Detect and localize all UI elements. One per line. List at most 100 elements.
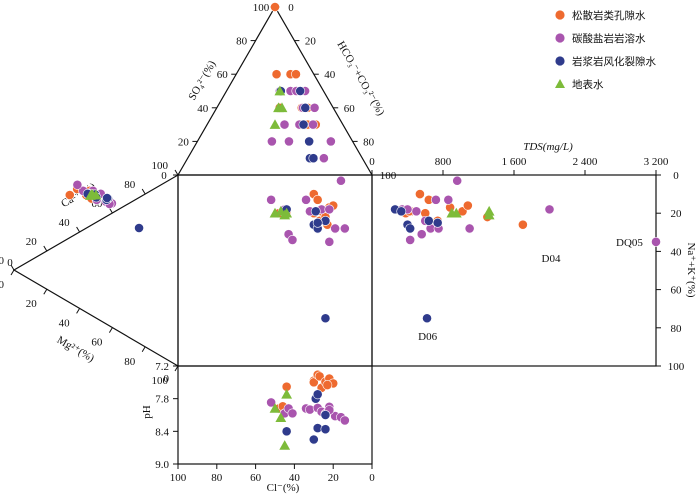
mg-tick-mark bbox=[10, 269, 15, 276]
cl-tick-label: 0 bbox=[369, 472, 375, 484]
anion-point bbox=[308, 119, 318, 130]
square-point bbox=[312, 217, 323, 228]
central-square-frame bbox=[177, 174, 373, 367]
square-point bbox=[320, 313, 331, 324]
ph-panel-frame bbox=[177, 365, 373, 465]
tds-tick-label: 2 400 bbox=[573, 156, 598, 168]
so4-tick-label: 40 bbox=[197, 103, 209, 115]
ph-point bbox=[279, 440, 291, 450]
so4-axis-title: SO₄²⁻(%) bbox=[186, 58, 218, 102]
ca-tick-label: 100 bbox=[152, 160, 169, 172]
so4-tick-label: 20 bbox=[178, 136, 190, 148]
mg-tick-mark bbox=[108, 327, 113, 333]
legend-marker bbox=[555, 10, 565, 20]
ca-tick-label: 40 bbox=[59, 217, 71, 229]
hco3-tick-label: 60 bbox=[344, 103, 356, 115]
square-point bbox=[324, 204, 335, 215]
hco3-axis-title: HCO₃⁻+CO₃²⁻(%) bbox=[334, 39, 386, 118]
ca-tick-label: 20 bbox=[26, 236, 38, 248]
cl-tick-label: 20 bbox=[328, 472, 340, 484]
anion-point bbox=[295, 86, 306, 96]
tds-point bbox=[432, 217, 443, 228]
so4-tick-label: 60 bbox=[217, 69, 229, 81]
anion-point bbox=[266, 136, 277, 147]
so4-tick-label: 0 bbox=[161, 170, 167, 182]
legend-marker bbox=[555, 56, 565, 66]
mg-tick-mark bbox=[141, 346, 146, 353]
legend-label: 松散岩类孔隙水 bbox=[572, 9, 646, 22]
mg-tick-label: 60 bbox=[91, 337, 103, 349]
tds-point bbox=[464, 223, 475, 234]
hco3-tick-label: 80 bbox=[363, 136, 375, 148]
hco3-tick-label: 40 bbox=[324, 69, 336, 81]
ph-tick-label: 9.0 bbox=[155, 459, 169, 471]
anion-point bbox=[276, 102, 288, 113]
cation-point bbox=[134, 223, 144, 233]
tds-point bbox=[443, 194, 454, 205]
nak-tick-label: 60 bbox=[671, 285, 683, 297]
tds-panel-frame bbox=[371, 174, 657, 367]
tds-axis-title: TDS(mg/L) bbox=[523, 141, 573, 153]
cl-axis-title: Cl⁻(%) bbox=[267, 482, 300, 494]
mg-tick-label: 40 bbox=[59, 317, 71, 329]
nak-tick-label: 80 bbox=[671, 323, 683, 335]
cl-tick-label: 40 bbox=[289, 472, 301, 484]
point-annotations: D04 DQ05 D06 bbox=[418, 237, 643, 343]
ph-point bbox=[287, 408, 298, 419]
anion-point bbox=[284, 136, 294, 147]
tds-point bbox=[416, 229, 427, 240]
square-point bbox=[312, 194, 323, 205]
axis-titles: SO₄²⁻(%) HCO₃⁻+CO₃²⁻(%) Ca²⁺(%) Mg²⁺(%) … bbox=[55, 39, 697, 494]
mg-tick-mark bbox=[174, 365, 179, 372]
ph-point bbox=[320, 410, 331, 420]
ca-tick-mark bbox=[43, 245, 48, 252]
anion-point bbox=[270, 2, 280, 12]
tds-point bbox=[462, 200, 473, 211]
tds-tick-label: 800 bbox=[435, 156, 452, 168]
ca-tick-mark bbox=[141, 188, 146, 195]
square-point bbox=[301, 194, 311, 205]
nak-tick-label: 100 bbox=[668, 361, 685, 373]
ph-point bbox=[320, 424, 331, 435]
square-point bbox=[281, 207, 293, 218]
legend-marker bbox=[555, 33, 565, 43]
hco3-tick-label: 20 bbox=[305, 36, 317, 48]
anion-point bbox=[318, 153, 329, 164]
ca-tick-label: 80 bbox=[124, 179, 136, 191]
tds-point bbox=[415, 189, 425, 199]
tds-point bbox=[405, 235, 416, 245]
ph-point bbox=[266, 397, 277, 408]
anion-point bbox=[269, 119, 281, 129]
cation-point bbox=[64, 190, 75, 200]
tds-point bbox=[651, 236, 661, 247]
ph-point bbox=[339, 415, 350, 426]
ph-axis-title: pH bbox=[141, 405, 153, 419]
square-point bbox=[324, 236, 335, 247]
square-point bbox=[339, 223, 350, 234]
anion-point bbox=[300, 102, 311, 113]
square-point bbox=[330, 223, 341, 234]
tds-point bbox=[483, 209, 495, 220]
legend-label: 岩浆岩风化裂隙水 bbox=[572, 55, 656, 68]
cation-point bbox=[87, 189, 99, 200]
cation-point bbox=[102, 193, 112, 203]
square-point bbox=[287, 235, 298, 245]
legend-label: 地表水 bbox=[572, 78, 604, 91]
ph-point bbox=[308, 434, 319, 445]
mg-tick-mark bbox=[43, 288, 48, 295]
ph-zero-tick-label: 0 bbox=[164, 373, 170, 385]
anion-point bbox=[298, 119, 309, 130]
anion-point bbox=[274, 85, 286, 96]
anion-point bbox=[325, 136, 336, 147]
anion-point bbox=[308, 153, 319, 164]
square-point bbox=[336, 175, 346, 186]
tds-point bbox=[430, 194, 441, 205]
nak-axis-title: Na⁺+K⁺(%) bbox=[685, 242, 697, 297]
cation-zero-tick-label: 0 bbox=[7, 257, 13, 269]
tds-point bbox=[517, 219, 528, 230]
ph-point bbox=[281, 388, 293, 399]
ca-tick-mark bbox=[174, 169, 179, 176]
